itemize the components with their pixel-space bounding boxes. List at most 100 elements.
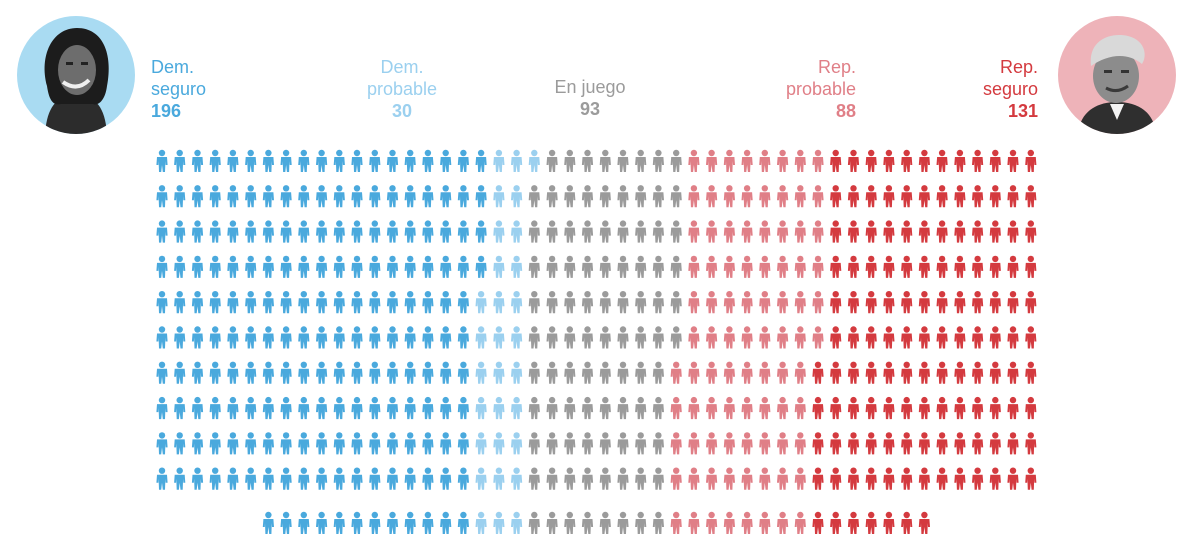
seat-icon (316, 511, 328, 534)
seat-icon (599, 185, 611, 208)
seat-icon (227, 396, 239, 420)
seat-icon (918, 255, 930, 278)
seat-icon (617, 326, 629, 349)
seat-icon (581, 291, 594, 314)
seat-icon (652, 396, 664, 420)
seat-icon (262, 467, 274, 490)
seat-icon (475, 220, 487, 243)
seat-icon (298, 291, 310, 314)
seat-icon (794, 149, 806, 172)
seat-icon (156, 291, 168, 314)
seat-icon (794, 220, 806, 243)
seat-icon (262, 291, 274, 314)
seat-icon (262, 185, 274, 208)
seat-icon (989, 291, 1001, 314)
seat-icon (972, 255, 984, 278)
seat-icon (245, 291, 257, 314)
seat-icon (989, 396, 1001, 420)
seat-icon (652, 511, 664, 534)
seat-icon (1007, 255, 1019, 278)
seat-icon (227, 185, 239, 208)
seat-icon (918, 432, 930, 455)
seat-icon (1025, 361, 1037, 384)
seat-icon (741, 149, 753, 172)
seat-icon (1025, 220, 1037, 243)
seat-icon (599, 467, 611, 490)
seat-icon (741, 326, 753, 349)
seat-icon (351, 396, 363, 420)
seat-icon (883, 149, 895, 172)
seat-icon (298, 326, 310, 349)
seat-icon (670, 511, 682, 534)
seat-icon (901, 185, 913, 208)
legend-dem-probable-line2: probable (366, 79, 438, 99)
seat-icon (546, 185, 558, 208)
seat-icon (422, 255, 434, 278)
seat-icon (510, 185, 523, 208)
seat-icon (280, 255, 292, 278)
seat-icon (794, 255, 806, 278)
seat-icon (298, 255, 310, 278)
seat-icon (528, 185, 540, 208)
seat-icon (386, 255, 399, 278)
seat-icon (333, 291, 345, 314)
seat-icon (759, 255, 771, 278)
seat-icon (688, 255, 700, 278)
seat-icon (404, 220, 416, 243)
legend-rep-seguro-line2: seguro (982, 79, 1038, 99)
seat-icon (777, 291, 789, 314)
seat-icon (386, 467, 399, 490)
seat-icon (706, 326, 718, 349)
seat-icon (847, 467, 860, 490)
seat-icon (493, 511, 505, 534)
seat-icon (777, 185, 789, 208)
seat-icon (174, 291, 186, 314)
seat-icon (528, 255, 540, 278)
legend-en-juego-count: 93 (579, 99, 601, 119)
seat-icon (227, 467, 239, 490)
legend-en-juego-line1: En juego (554, 77, 626, 97)
seat-icon (1025, 149, 1037, 172)
seat-icon (989, 361, 1001, 384)
seat-icon (581, 467, 594, 490)
seat-icon (652, 432, 664, 455)
seat-icon (830, 467, 842, 490)
seat-icon (777, 220, 789, 243)
seat-icon (227, 361, 239, 384)
seat-icon (351, 149, 363, 172)
seat-icon (901, 220, 913, 243)
seat-icon (280, 326, 292, 349)
seat-icon (972, 220, 984, 243)
seat-icon (564, 511, 576, 534)
seat-icon (706, 185, 718, 208)
seat-icon (174, 467, 186, 490)
seat-icon (493, 432, 505, 455)
seat-icon (599, 149, 611, 172)
seat-icon (209, 361, 221, 384)
seat-icon (1025, 396, 1037, 420)
seat-icon (475, 255, 487, 278)
seat-icon (404, 511, 416, 534)
seat-icon (723, 326, 735, 349)
seat-icon (670, 149, 682, 172)
seat-icon (564, 255, 576, 278)
seat-icon (475, 511, 487, 534)
seat-icon (262, 361, 274, 384)
seat-icon (954, 291, 966, 314)
seat-icon (1025, 291, 1037, 314)
seat-icon (528, 220, 540, 243)
seat-icon (830, 291, 842, 314)
seat-icon (1025, 326, 1037, 349)
seat-icon (493, 291, 505, 314)
seat-icon (510, 326, 523, 349)
seat-icon (688, 467, 700, 490)
seat-icon (191, 361, 204, 384)
seat-icon (918, 291, 930, 314)
seat-icon (457, 467, 469, 490)
seat-icon (510, 361, 523, 384)
seat-icon (369, 511, 381, 534)
seat-icon (1007, 467, 1019, 490)
legend-rep-seguro: Rep. seguro 131 (938, 56, 1038, 122)
seat-icon (174, 361, 186, 384)
seat-icon (404, 396, 416, 420)
